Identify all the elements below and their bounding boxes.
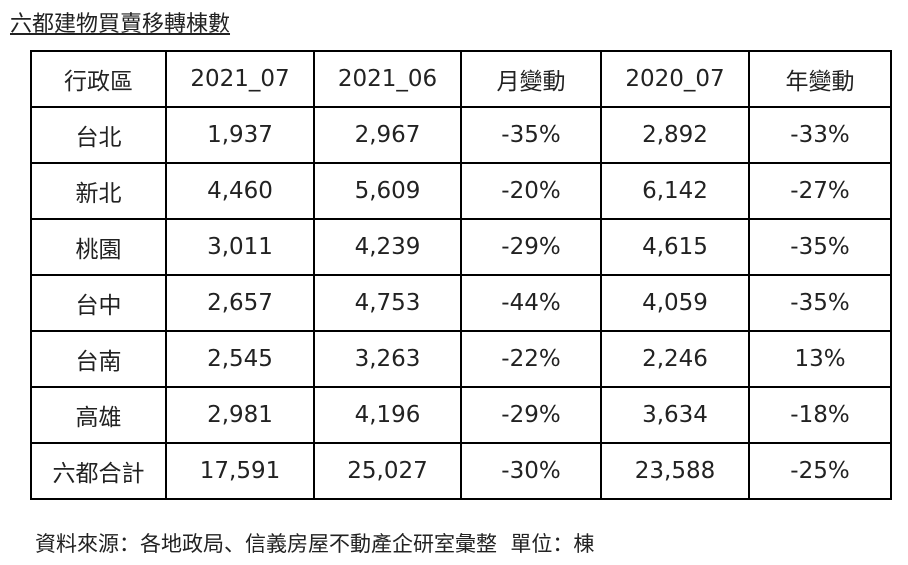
cell: 1,937 <box>165 106 315 164</box>
source-note: 資料來源：各地政局、信義房屋不動產企研室彙整 單位：棟 <box>35 532 595 556</box>
cell: -20% <box>460 162 602 220</box>
cell: 2,246 <box>600 330 750 388</box>
cell: 3,011 <box>165 218 315 276</box>
cell: -35% <box>748 218 892 276</box>
cell: 高雄 <box>30 386 167 444</box>
cell: -44% <box>460 274 602 332</box>
table-row: 六都合計 17,591 25,027 -30% 23,588 -25% <box>30 442 892 500</box>
cell: 六都合計 <box>30 442 167 500</box>
header-cell: 2020_07 <box>600 50 750 108</box>
header-row: 行政區 2021_07 2021_06 月變動 2020_07 年變動 <box>30 50 892 108</box>
cell: 4,239 <box>313 218 462 276</box>
cell: 4,753 <box>313 274 462 332</box>
cell: -22% <box>460 330 602 388</box>
data-table: 行政區 2021_07 2021_06 月變動 2020_07 年變動 台北 1,937 2,9… <box>30 50 892 500</box>
cell: 4,059 <box>600 274 750 332</box>
cell: 4,196 <box>313 386 462 444</box>
cell: 台南 <box>30 330 167 388</box>
table-row: 台中 2,657 4,753 -44% 4,059 -35% <box>30 274 892 332</box>
cell: 2,657 <box>165 274 315 332</box>
cell: 3,263 <box>313 330 462 388</box>
table-row: 台北 1,937 2,967 -35% 2,892 -33% <box>30 106 892 164</box>
cell: -18% <box>748 386 892 444</box>
cell: 17,591 <box>165 442 315 500</box>
header-cell: 年變動 <box>748 50 892 108</box>
cell: 2,981 <box>165 386 315 444</box>
header-cell: 行政區 <box>30 50 167 108</box>
cell: 6,142 <box>600 162 750 220</box>
cell: -35% <box>748 274 892 332</box>
table-row: 高雄 2,981 4,196 -29% 3,634 -18% <box>30 386 892 444</box>
header-cell: 2021_06 <box>313 50 462 108</box>
cell: 13% <box>748 330 892 388</box>
cell: -25% <box>748 442 892 500</box>
cell: -30% <box>460 442 602 500</box>
cell: -29% <box>460 218 602 276</box>
cell: 5,609 <box>313 162 462 220</box>
cell: -29% <box>460 386 602 444</box>
cell: 4,460 <box>165 162 315 220</box>
header-cell: 2021_07 <box>165 50 315 108</box>
cell: 台北 <box>30 106 167 164</box>
cell: 23,588 <box>600 442 750 500</box>
cell: 2,545 <box>165 330 315 388</box>
cell: 2,967 <box>313 106 462 164</box>
cell: 台中 <box>30 274 167 332</box>
cell: -27% <box>748 162 892 220</box>
cell: 25,027 <box>313 442 462 500</box>
cell: -35% <box>460 106 602 164</box>
table-row: 台南 2,545 3,263 -22% 2,246 13% <box>30 330 892 388</box>
table-row: 桃園 3,011 4,239 -29% 4,615 -35% <box>30 218 892 276</box>
header-cell: 月變動 <box>460 50 602 108</box>
cell: 2,892 <box>600 106 750 164</box>
title: 六都建物買賣移轉棟數 <box>10 12 231 37</box>
table-row: 新北 4,460 5,609 -20% 6,142 -27% <box>30 162 892 220</box>
cell: 4,615 <box>600 218 750 276</box>
cell: 新北 <box>30 162 167 220</box>
cell: 桃園 <box>30 218 167 276</box>
cell: 3,634 <box>600 386 750 444</box>
cell: -33% <box>748 106 892 164</box>
